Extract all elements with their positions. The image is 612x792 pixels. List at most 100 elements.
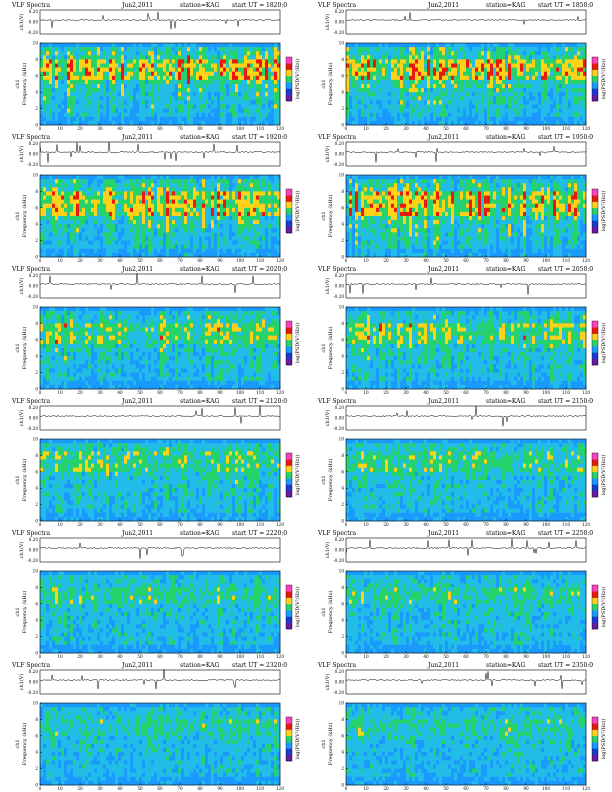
- heatmap-cell: [436, 67, 440, 72]
- heatmap-cell: [541, 43, 545, 48]
- heatmap-cell: [403, 120, 407, 126]
- heatmap-cell: [517, 63, 521, 68]
- heatmap-cell: [568, 96, 572, 101]
- heatmap-cell: [376, 104, 380, 109]
- heatmap-cell: [238, 43, 242, 48]
- heatmap-cell: [496, 96, 500, 101]
- heatmap-cell: [97, 220, 101, 225]
- heatmap-cell: [112, 84, 116, 89]
- heatmap-cell: [136, 220, 140, 225]
- heatmap-cell: [208, 228, 212, 233]
- heatmap-cell: [94, 67, 98, 72]
- heatmap-cell: [241, 71, 245, 77]
- heatmap-cell: [568, 63, 572, 68]
- heatmap-cell: [100, 120, 104, 126]
- heatmap-cell: [391, 92, 395, 97]
- heatmap-cell: [115, 236, 119, 241]
- heatmap-cell: [139, 179, 143, 184]
- heatmap-cell: [208, 71, 212, 77]
- heatmap-cell: [382, 112, 386, 118]
- heatmap-cell: [403, 116, 407, 122]
- heatmap-cell: [388, 104, 392, 109]
- heatmap-cell: [520, 92, 524, 97]
- heatmap-cell: [187, 228, 191, 233]
- heatmap-cell: [169, 175, 173, 180]
- heatmap-cell: [166, 47, 170, 52]
- heatmap-cell: [208, 216, 212, 221]
- heatmap-cell: [52, 47, 56, 52]
- heatmap-cell: [436, 51, 440, 56]
- heatmap-cell: [391, 51, 395, 56]
- heatmap-cell: [385, 92, 389, 97]
- heatmap-cell: [499, 51, 503, 56]
- heatmap-cell: [352, 92, 356, 97]
- heatmap-cell: [118, 92, 122, 97]
- heatmap-cell: [43, 100, 47, 105]
- heatmap-cell: [259, 220, 263, 225]
- heatmap-cell: [424, 120, 428, 126]
- heatmap-cell: [121, 244, 125, 250]
- heatmap-cell: [409, 108, 413, 113]
- colorbar-frame: [285, 56, 293, 102]
- heatmap-cell: [532, 92, 536, 97]
- heatmap-cell: [127, 88, 131, 93]
- heatmap-cell: [193, 84, 197, 89]
- heatmap-cell: [142, 191, 146, 196]
- heatmap-cell: [427, 51, 431, 56]
- heatmap-cell: [274, 67, 278, 72]
- x-tick-label: 110: [256, 126, 264, 131]
- heatmap-cell: [580, 71, 584, 77]
- heatmap-cell: [394, 63, 398, 68]
- heatmap-cell: [199, 199, 203, 204]
- heatmap-cell: [523, 100, 527, 105]
- heatmap-cell: [49, 120, 53, 126]
- heatmap-cell: [268, 191, 272, 196]
- heatmap-cell: [262, 211, 266, 217]
- heatmap-cell: [61, 43, 65, 48]
- heatmap-cell: [553, 104, 557, 109]
- heatmap-cell: [487, 59, 491, 64]
- heatmap-cell: [223, 252, 227, 258]
- heatmap-cell: [82, 108, 86, 113]
- heatmap-cell: [523, 116, 527, 122]
- heatmap-cell: [499, 116, 503, 122]
- heatmap-cell: [235, 183, 239, 188]
- heatmap-cell: [118, 175, 122, 180]
- heatmap-cell: [400, 84, 404, 89]
- heatmap-cell: [82, 183, 86, 188]
- heatmap-cell: [70, 88, 74, 93]
- heatmap-cell: [544, 63, 548, 68]
- heatmap-cell: [184, 224, 188, 229]
- heatmap-cell: [85, 248, 89, 254]
- heatmap-cell: [79, 108, 83, 113]
- heatmap-cell: [109, 51, 113, 56]
- heatmap-cell: [43, 187, 47, 192]
- heatmap-cell: [394, 51, 398, 56]
- heatmap-cell: [433, 108, 437, 113]
- heatmap-cell: [538, 75, 542, 81]
- heatmap-cell: [202, 236, 206, 241]
- heatmap-cell: [121, 187, 125, 192]
- heatmap-cell: [205, 67, 209, 72]
- heatmap-cell: [76, 51, 80, 56]
- heatmap-cell: [274, 104, 278, 109]
- heatmap-cell: [55, 67, 59, 72]
- heatmap-cell: [199, 244, 203, 250]
- heatmap-cell: [220, 195, 224, 200]
- heatmap-cell: [163, 104, 167, 109]
- heatmap-cell: [40, 211, 44, 217]
- heatmap-cell: [199, 211, 203, 217]
- heatmap-cell: [103, 211, 107, 217]
- heatmap-cell: [256, 183, 260, 188]
- heatmap-cell: [133, 67, 137, 72]
- heatmap-cell: [67, 224, 71, 229]
- heatmap-cell: [118, 84, 122, 89]
- heatmap-cell: [187, 51, 191, 56]
- heatmap-cell: [469, 75, 473, 81]
- heatmap-cell: [379, 116, 383, 122]
- heatmap-cell: [94, 71, 98, 77]
- heatmap-cell: [373, 43, 377, 48]
- heatmap-cell: [538, 63, 542, 68]
- heatmap-cell: [247, 63, 251, 68]
- heatmap-cell: [421, 75, 425, 81]
